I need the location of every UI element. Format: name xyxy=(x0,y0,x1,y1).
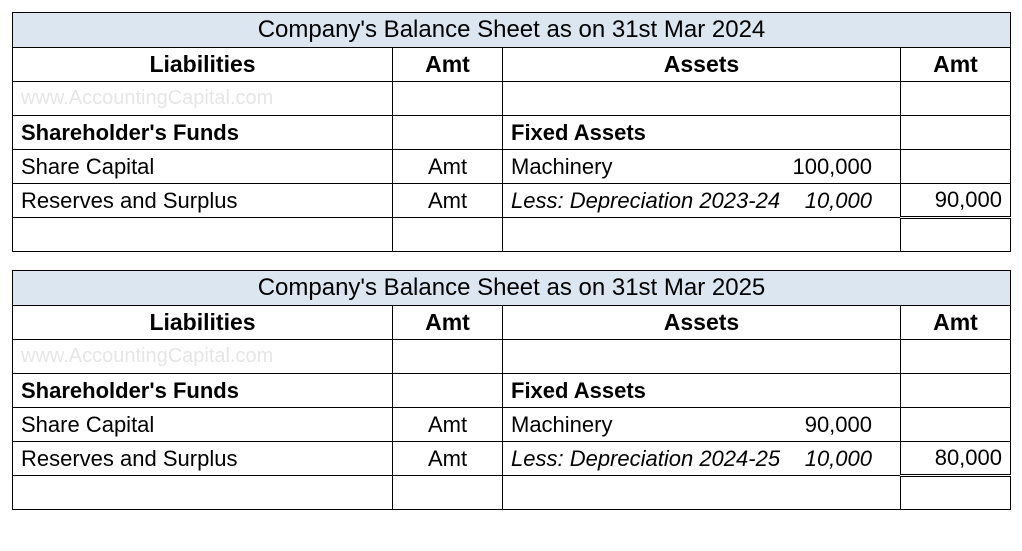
table-row: Share CapitalAmtMachinery100,000 xyxy=(13,150,1011,184)
table-row: Reserves and SurplusAmtLess: Depreciatio… xyxy=(13,442,1011,476)
empty-cell xyxy=(901,116,1011,150)
empty-cell xyxy=(503,82,901,116)
empty-cell xyxy=(393,116,503,150)
empty-cell xyxy=(901,476,1011,510)
liabilities-section-header: Shareholder's Funds xyxy=(13,374,393,408)
asset-label: Machinery xyxy=(511,412,802,438)
empty-cell xyxy=(901,82,1011,116)
empty-cell xyxy=(393,340,503,374)
liability-label: Reserves and Surplus xyxy=(13,442,393,476)
empty-cell xyxy=(393,374,503,408)
empty-cell xyxy=(13,476,393,510)
amt-header: Amt xyxy=(901,306,1011,340)
empty-cell xyxy=(503,340,901,374)
sheet-title: Company's Balance Sheet as on 31st Mar 2… xyxy=(13,271,1011,306)
assets-header: Assets xyxy=(503,48,901,82)
balance-sheet-1: Company's Balance Sheet as on 31st Mar 2… xyxy=(12,270,1011,510)
empty-cell xyxy=(901,340,1011,374)
asset-amount: 90,000 xyxy=(901,184,1011,218)
liability-amount: Amt xyxy=(393,408,503,442)
liability-label: Share Capital xyxy=(13,408,393,442)
table-row: Reserves and SurplusAmtLess: Depreciatio… xyxy=(13,184,1011,218)
liability-label: Reserves and Surplus xyxy=(13,184,393,218)
empty-cell xyxy=(393,218,503,252)
amt-header: Amt xyxy=(393,48,503,82)
assets-section-header: Fixed Assets xyxy=(503,116,901,150)
liability-amount: Amt xyxy=(393,442,503,476)
table-row: Share CapitalAmtMachinery90,000 xyxy=(13,408,1011,442)
assets-header: Assets xyxy=(503,306,901,340)
empty-cell xyxy=(503,476,901,510)
amt-header: Amt xyxy=(393,306,503,340)
empty-cell xyxy=(901,218,1011,252)
asset-cell: Less: Depreciation 2023-2410,000 xyxy=(503,184,901,218)
liabilities-section-header: Shareholder's Funds xyxy=(13,116,393,150)
liability-amount: Amt xyxy=(393,150,503,184)
empty-cell xyxy=(393,82,503,116)
amt-header: Amt xyxy=(901,48,1011,82)
watermark: www.AccountingCapital.com xyxy=(13,82,393,116)
balance-sheet-0: Company's Balance Sheet as on 31st Mar 2… xyxy=(12,12,1011,252)
empty-cell xyxy=(901,374,1011,408)
asset-cell: Machinery100,000 xyxy=(503,150,901,184)
empty-cell xyxy=(393,476,503,510)
watermark: www.AccountingCapital.com xyxy=(13,340,393,374)
asset-value: 10,000 xyxy=(802,446,892,472)
liability-amount: Amt xyxy=(393,184,503,218)
asset-amount xyxy=(901,150,1011,184)
liabilities-header: Liabilities xyxy=(13,48,393,82)
asset-label: Less: Depreciation 2023-24 xyxy=(511,188,802,214)
asset-cell: Less: Depreciation 2024-2510,000 xyxy=(503,442,901,476)
empty-cell xyxy=(503,218,901,252)
asset-value: 100,000 xyxy=(792,154,892,180)
asset-value: 10,000 xyxy=(802,188,892,214)
liability-label: Share Capital xyxy=(13,150,393,184)
assets-section-header: Fixed Assets xyxy=(503,374,901,408)
sheet-title: Company's Balance Sheet as on 31st Mar 2… xyxy=(13,13,1011,48)
asset-label: Machinery xyxy=(511,154,792,180)
asset-amount: 80,000 xyxy=(901,442,1011,476)
asset-cell: Machinery90,000 xyxy=(503,408,901,442)
empty-cell xyxy=(13,218,393,252)
asset-label: Less: Depreciation 2024-25 xyxy=(511,446,802,472)
liabilities-header: Liabilities xyxy=(13,306,393,340)
asset-value: 90,000 xyxy=(802,412,892,438)
asset-amount xyxy=(901,408,1011,442)
